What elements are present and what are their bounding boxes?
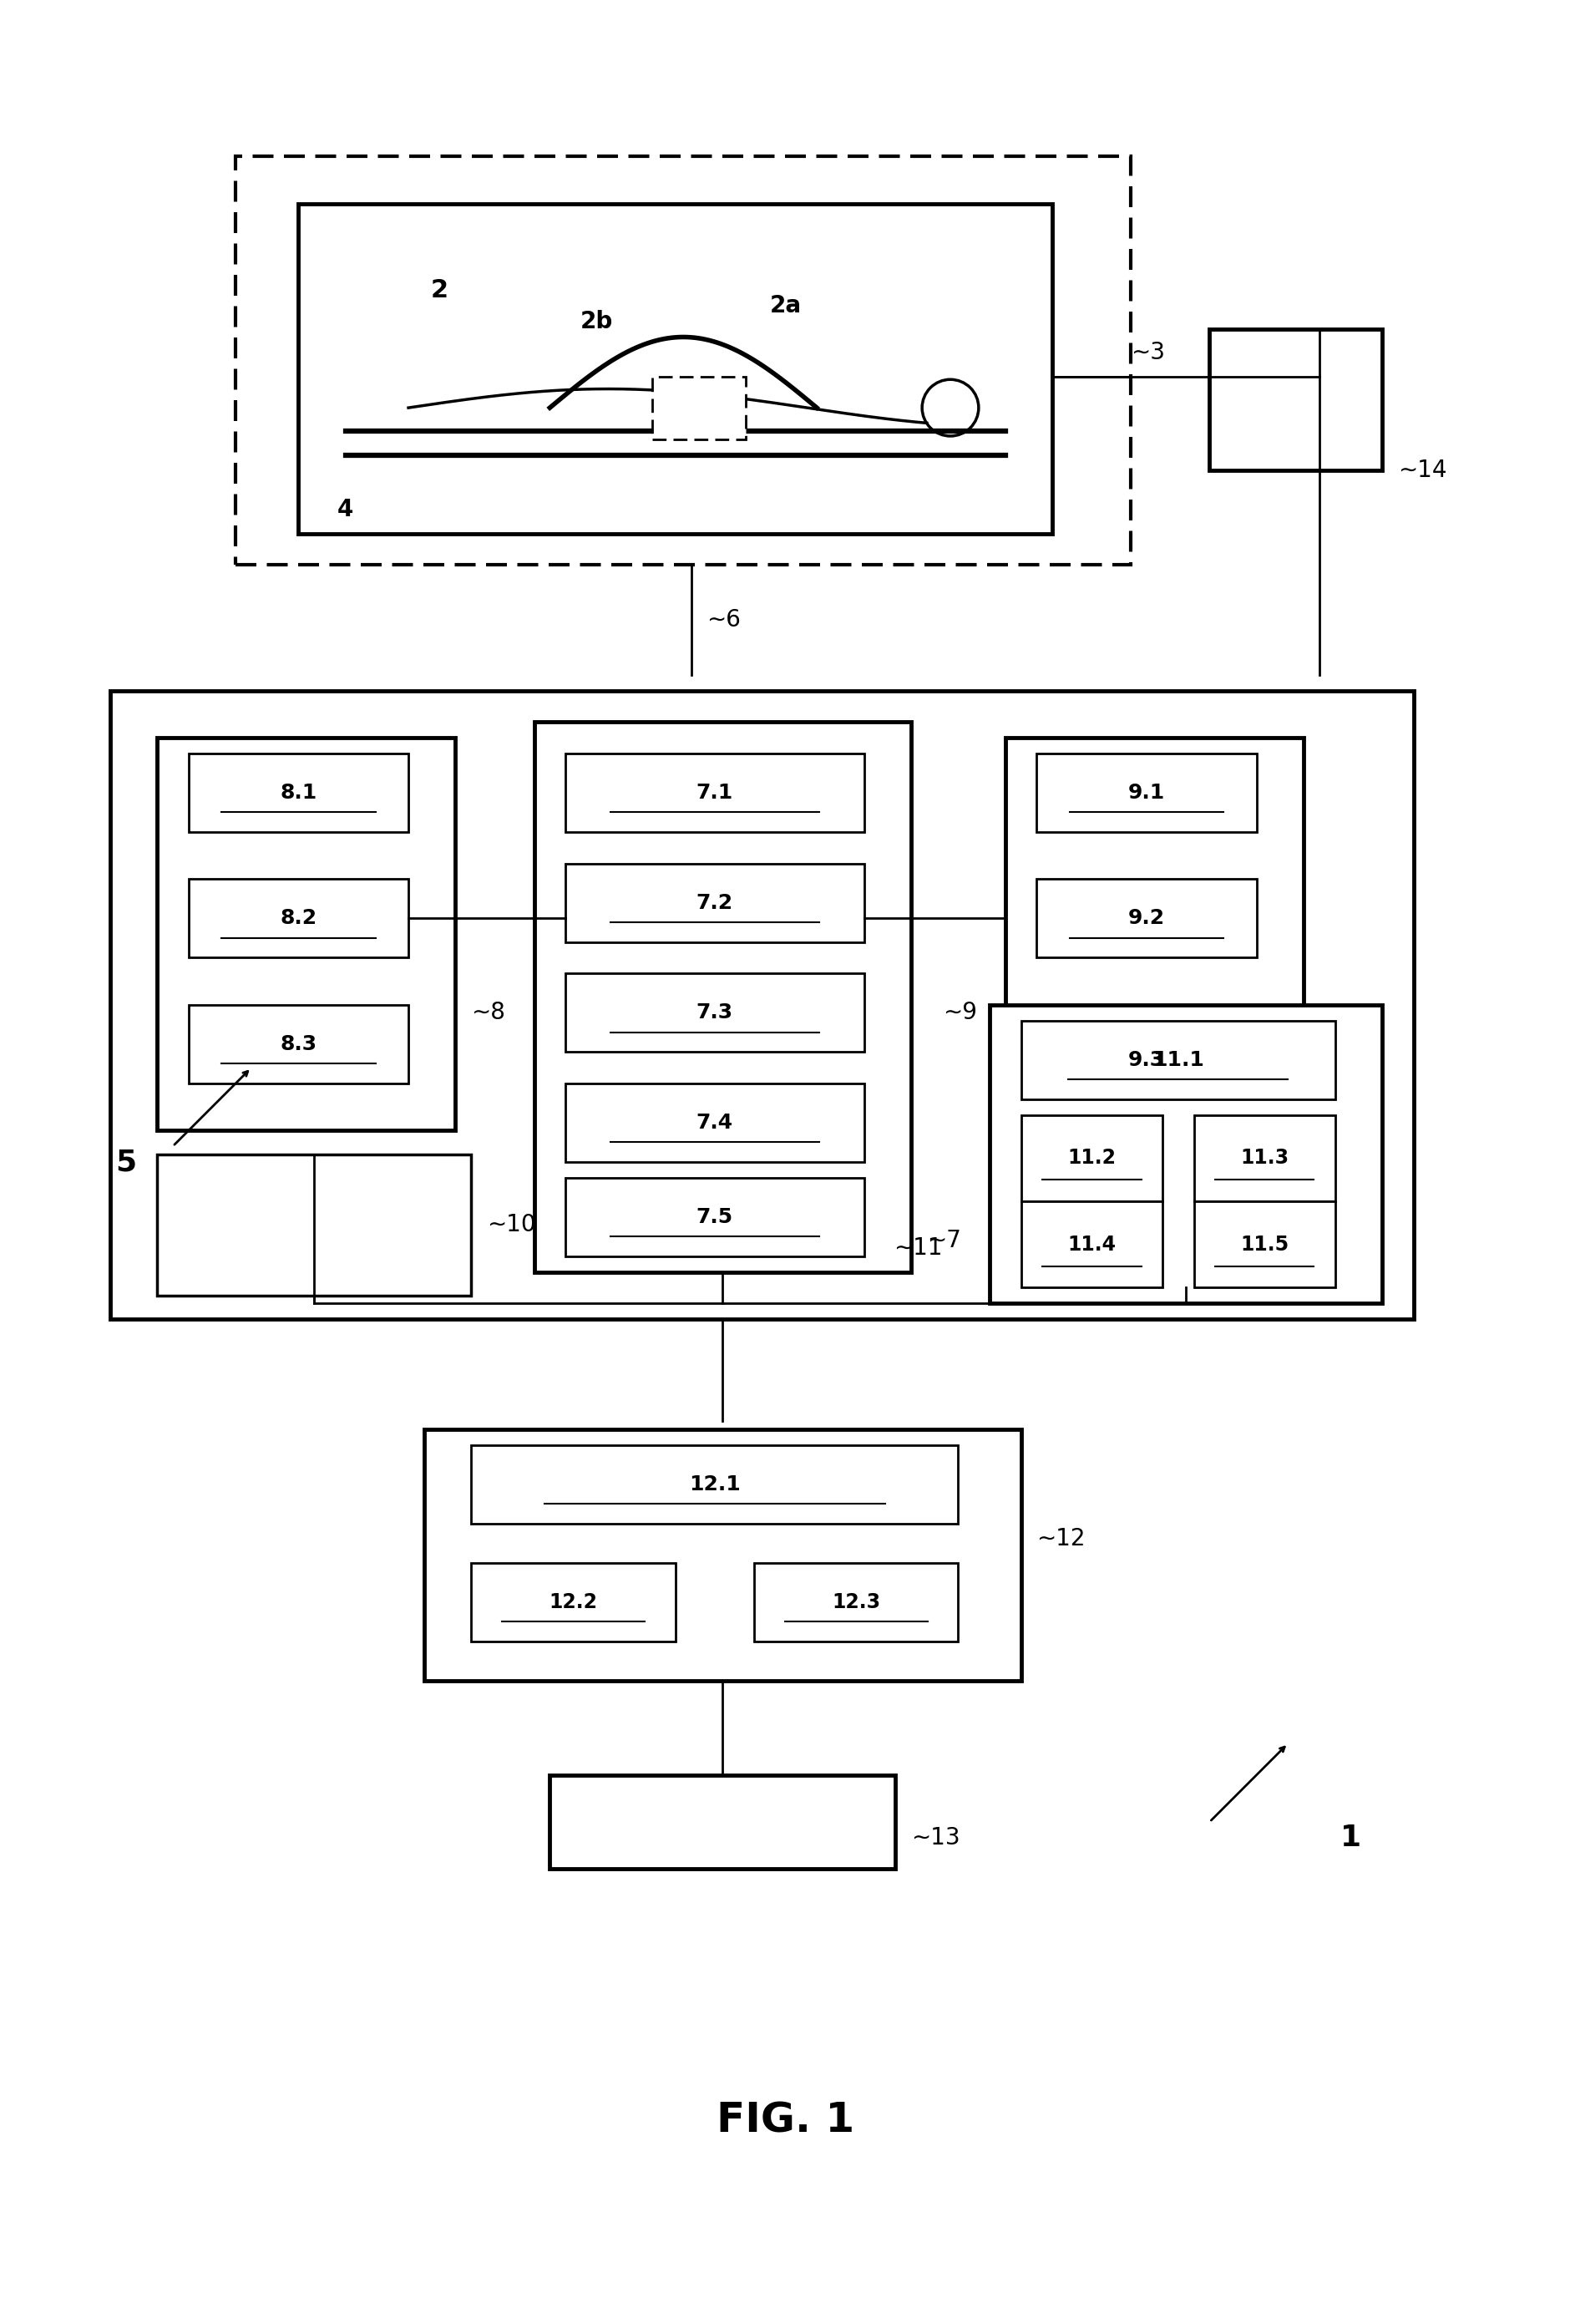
- Text: 2: 2: [430, 279, 449, 302]
- Bar: [236, 156, 1130, 565]
- Text: ∼12: ∼12: [1036, 1527, 1085, 1550]
- Bar: [1209, 330, 1382, 472]
- Bar: [565, 1083, 864, 1162]
- Text: ∼14: ∼14: [1397, 458, 1446, 483]
- Text: ∼6: ∼6: [706, 609, 741, 632]
- Bar: [754, 1562, 958, 1641]
- Text: 7.5: 7.5: [696, 1206, 733, 1227]
- Bar: [110, 690, 1413, 1320]
- Bar: [424, 1429, 1020, 1680]
- Text: 9.2: 9.2: [1127, 909, 1165, 930]
- Text: 7.3: 7.3: [696, 1002, 733, 1023]
- Text: ∼7: ∼7: [926, 1229, 961, 1253]
- Text: 8.3: 8.3: [279, 1034, 317, 1055]
- Bar: [1036, 1020, 1256, 1099]
- Bar: [550, 1776, 895, 1868]
- Text: 7.2: 7.2: [696, 892, 733, 913]
- Text: 9.1: 9.1: [1127, 783, 1165, 802]
- Text: 4: 4: [338, 497, 353, 521]
- Bar: [534, 723, 911, 1271]
- Bar: [188, 1004, 408, 1083]
- Text: ∼3: ∼3: [1130, 342, 1165, 365]
- Bar: [565, 753, 864, 832]
- Text: 11.2: 11.2: [1068, 1148, 1115, 1169]
- Bar: [188, 753, 408, 832]
- Bar: [1020, 1020, 1334, 1099]
- Text: 2b: 2b: [581, 309, 612, 332]
- Text: 2a: 2a: [769, 293, 801, 318]
- Text: 1: 1: [1339, 1824, 1361, 1852]
- Bar: [157, 1155, 471, 1294]
- Text: ∼8: ∼8: [471, 1002, 506, 1025]
- Bar: [471, 1446, 958, 1525]
- Text: 12.2: 12.2: [550, 1592, 597, 1613]
- Bar: [471, 1562, 675, 1641]
- Bar: [1036, 753, 1256, 832]
- Text: 12.1: 12.1: [689, 1473, 739, 1494]
- Bar: [652, 376, 746, 439]
- Text: 9.3: 9.3: [1127, 1050, 1165, 1069]
- Text: 8.1: 8.1: [279, 783, 317, 802]
- Bar: [1036, 878, 1256, 957]
- Bar: [1193, 1116, 1334, 1202]
- Bar: [1020, 1202, 1162, 1287]
- Text: 11.1: 11.1: [1152, 1050, 1203, 1069]
- Text: ∼13: ∼13: [911, 1827, 959, 1850]
- Bar: [989, 1004, 1382, 1304]
- Bar: [565, 974, 864, 1053]
- Bar: [188, 878, 408, 957]
- Bar: [565, 865, 864, 941]
- Bar: [157, 737, 455, 1129]
- Text: FIG. 1: FIG. 1: [716, 2101, 854, 2140]
- Bar: [1193, 1202, 1334, 1287]
- Text: 5: 5: [115, 1148, 137, 1176]
- Bar: [565, 1178, 864, 1257]
- Text: 12.3: 12.3: [832, 1592, 879, 1613]
- Bar: [298, 205, 1052, 535]
- Text: 11.5: 11.5: [1240, 1234, 1287, 1255]
- Text: ∼9: ∼9: [942, 1002, 977, 1025]
- Bar: [1020, 1116, 1162, 1202]
- Text: 7.1: 7.1: [696, 783, 733, 802]
- Text: 11.3: 11.3: [1240, 1148, 1287, 1169]
- Text: 7.4: 7.4: [696, 1113, 733, 1132]
- Text: 11.4: 11.4: [1068, 1234, 1115, 1255]
- Bar: [1005, 737, 1303, 1129]
- Text: ∼10: ∼10: [487, 1213, 535, 1236]
- Text: ∼11: ∼11: [893, 1236, 942, 1260]
- Text: 8.2: 8.2: [279, 909, 317, 930]
